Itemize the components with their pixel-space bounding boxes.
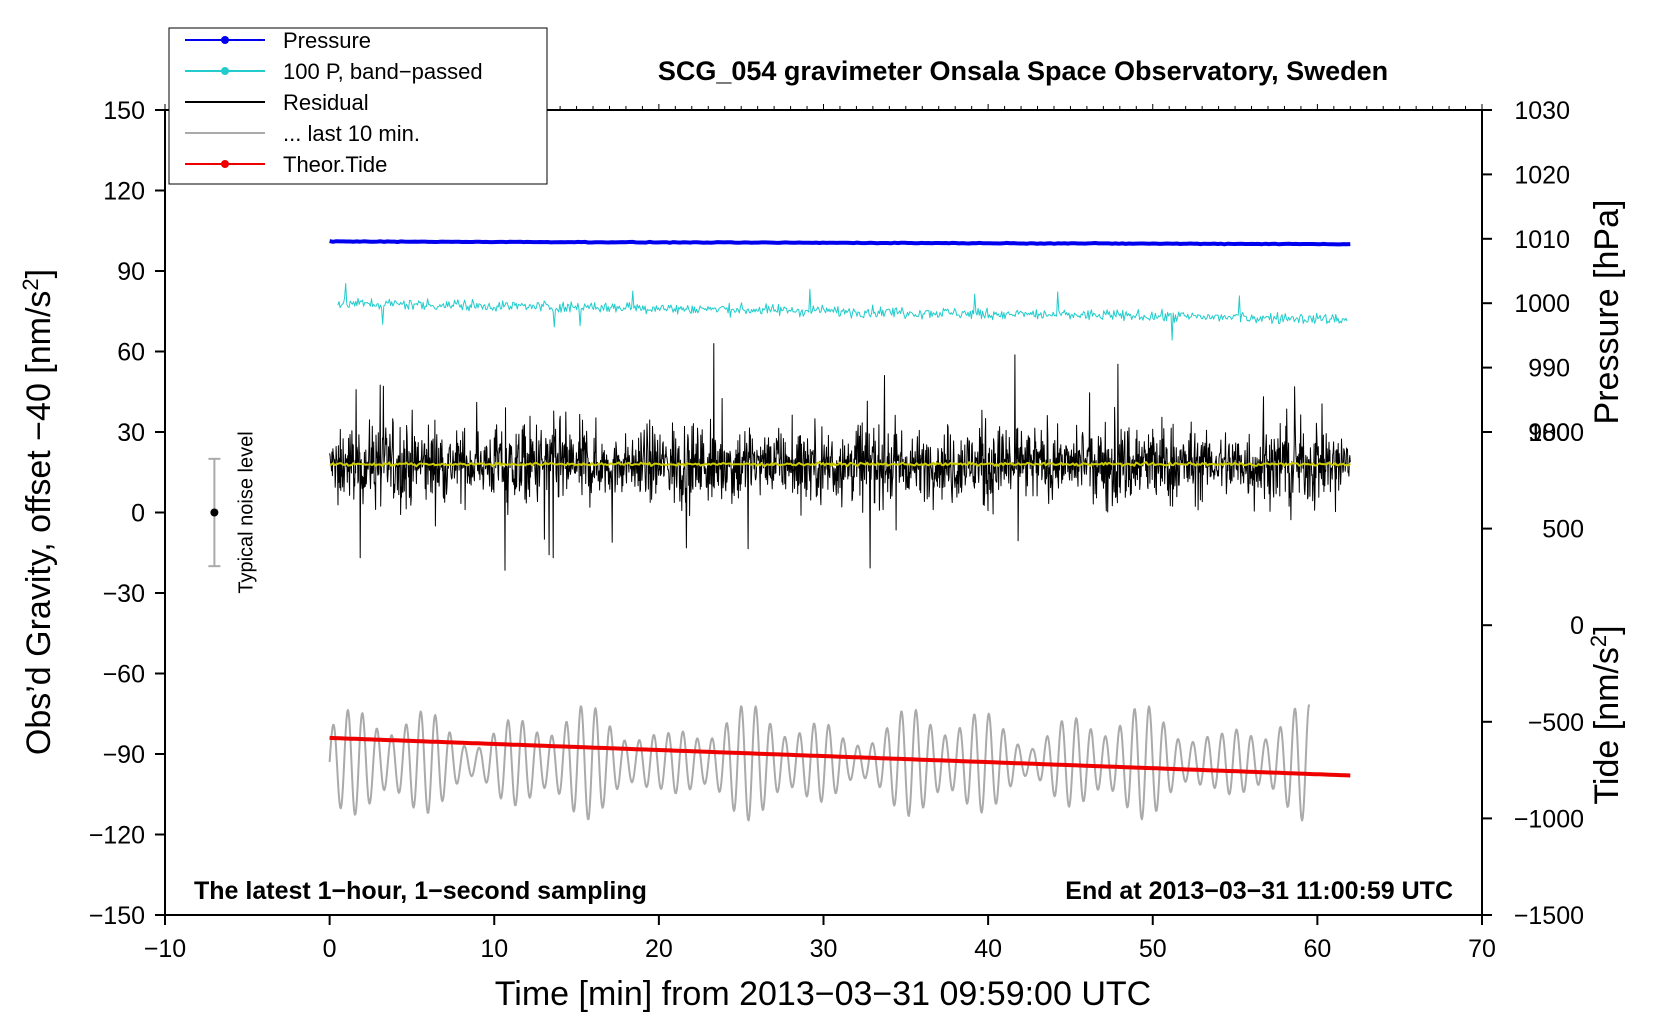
y-axis-label-left-sup: 2 bbox=[18, 278, 43, 290]
tide-tick-label: 0 bbox=[1570, 612, 1584, 640]
pressure-tick-label: 990 bbox=[1528, 355, 1570, 383]
tide-tick-label: −1000 bbox=[1514, 805, 1584, 833]
y-tick-label-left: 0 bbox=[131, 500, 145, 528]
pressure-tick-label: 1030 bbox=[1514, 97, 1570, 125]
tide-tick-label: 500 bbox=[1542, 516, 1584, 544]
noise-level-indicator: Typical noise level bbox=[208, 431, 257, 594]
y-axis-label-left-main: Obs’d Gravity, offset −40 [nm/s bbox=[20, 291, 58, 756]
legend-box bbox=[168, 27, 548, 185]
tide-axis-label: Tide [nm/s2] bbox=[1586, 625, 1627, 804]
noise-level-label: Typical noise level bbox=[235, 431, 257, 593]
x-tick-label: 60 bbox=[1303, 935, 1331, 963]
x-tick-label: 70 bbox=[1468, 935, 1496, 963]
y-axis-label-left: Obs’d Gravity, offset −40 [nm/s2] bbox=[18, 269, 59, 755]
pressure-tick-label: 1010 bbox=[1514, 226, 1570, 254]
y-axis-label-left-end: ] bbox=[20, 269, 58, 278]
data-series bbox=[328, 239, 1352, 822]
y-tick-label-left: 60 bbox=[117, 339, 145, 367]
pressure-tick-label: 1020 bbox=[1514, 161, 1570, 189]
legend-label: ... last 10 min. bbox=[283, 121, 420, 146]
y-tick-label-left: −60 bbox=[103, 661, 145, 689]
x-tick-label: 50 bbox=[1139, 935, 1167, 963]
x-tick-label: 30 bbox=[810, 935, 838, 963]
x-tick-label: −10 bbox=[144, 935, 186, 963]
tide-tick-label: −1500 bbox=[1514, 902, 1584, 930]
legend: Pressure 100 P, band−passed Residual ... la… bbox=[168, 27, 548, 185]
pressure-tick-label: 1000 bbox=[1514, 290, 1570, 318]
y-tick-label-left: −90 bbox=[103, 741, 145, 769]
noise-bar-center bbox=[210, 508, 219, 517]
tide-axis-label-main: Tide [nm/s bbox=[1588, 647, 1626, 804]
legend-label: Pressure bbox=[283, 28, 371, 53]
x-tick-label: 10 bbox=[480, 935, 508, 963]
x-tick-label: 0 bbox=[323, 935, 337, 963]
y-tick-label-left: 120 bbox=[103, 178, 145, 206]
y-tick-label-left: −150 bbox=[89, 902, 145, 930]
x-tick-label: 20 bbox=[645, 935, 673, 963]
residual-mean-line bbox=[329, 461, 1352, 468]
legend-marker bbox=[221, 160, 229, 168]
tide-tick-label: 1000 bbox=[1528, 419, 1584, 447]
last-10-min-line bbox=[328, 704, 1311, 822]
chart-title: SCG_054 gravimeter Onsala Space Observat… bbox=[658, 56, 1388, 86]
y-tick-label-left: 30 bbox=[117, 419, 145, 447]
annotation-sampling: The latest 1−hour, 1−second sampling bbox=[194, 877, 647, 905]
pressure-tick-label: 980 bbox=[1528, 419, 1570, 447]
y-tick-label-left: 90 bbox=[117, 258, 145, 286]
pressure-line bbox=[329, 239, 1351, 247]
tide-tick-label: −500 bbox=[1528, 709, 1584, 737]
axis-ticks: −10 0 10 20 30 40 50 60 701501209060300−30−60−90… bbox=[89, 97, 1584, 963]
theoretical-tide-line bbox=[329, 735, 1351, 778]
tide-axis-label-sup: 2 bbox=[1586, 635, 1611, 647]
legend-label: 100 P, band−passed bbox=[283, 59, 483, 84]
y-tick-label-left: −30 bbox=[103, 580, 145, 608]
y-tick-label-left: −120 bbox=[89, 822, 145, 850]
annotation-end-time: End at 2013−03−31 11:00:59 UTC bbox=[1065, 877, 1453, 905]
x-tick-label: 40 bbox=[974, 935, 1002, 963]
legend-label: Theor.Tide bbox=[283, 152, 387, 177]
residual-line bbox=[329, 343, 1351, 571]
x-axis-label: Time [min] from 2013−03−31 09:59:00 UTC bbox=[495, 975, 1151, 1013]
legend-label: Residual bbox=[283, 90, 369, 115]
legend-marker bbox=[221, 67, 229, 75]
tide-axis-label-end: ] bbox=[1588, 625, 1626, 634]
y-tick-label-left: 150 bbox=[103, 97, 145, 125]
pressure-axis-label: Pressure [hPa] bbox=[1588, 200, 1626, 425]
legend-marker bbox=[221, 36, 229, 44]
band-passed-line bbox=[337, 283, 1348, 341]
